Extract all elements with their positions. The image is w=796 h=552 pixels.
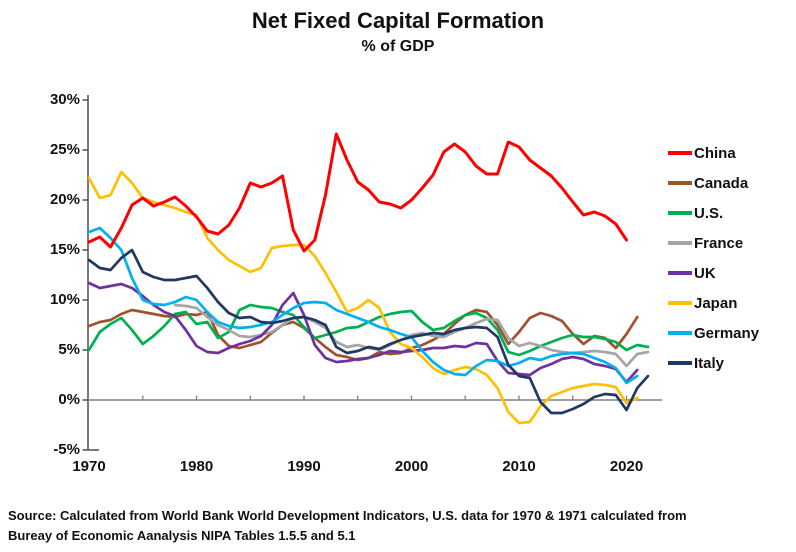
y-tick-label: 30%: [49, 91, 80, 108]
legend-label: China: [694, 144, 736, 162]
legend-swatch: [668, 151, 692, 155]
series-line-china: [87, 132, 628, 253]
legend-label: U.S.: [694, 204, 724, 222]
legend-swatch: [668, 241, 692, 245]
legend-label: Japan: [694, 294, 738, 312]
y-tick-label: 15%: [49, 241, 80, 258]
series-line-germany: [87, 226, 639, 385]
legend-item-italy: Italy: [668, 354, 725, 372]
x-tick-label: 2000: [394, 458, 429, 475]
legend-label: Italy: [694, 354, 725, 372]
legend-item-us: U.S.: [668, 204, 724, 222]
legend-swatch: [668, 361, 692, 365]
x-tick-label: 1970: [72, 458, 106, 475]
y-tick-label: 0%: [58, 391, 80, 408]
x-tick-label: 2020: [609, 458, 644, 475]
source-note-line-1: Source: Calculated from World Bank World…: [8, 508, 687, 523]
x-tick-label: 2010: [502, 458, 536, 475]
legend-item-canada: Canada: [668, 174, 749, 192]
legend-swatch: [668, 211, 692, 215]
legend-item-germany: Germany: [668, 324, 760, 342]
legend-swatch: [668, 271, 692, 275]
legend-swatch: [668, 301, 692, 305]
x-tick-label: 1990: [287, 458, 321, 475]
y-tick-label: 5%: [58, 341, 80, 358]
series-line-uk: [87, 281, 639, 384]
chart-subtitle: % of GDP: [361, 38, 435, 55]
series-line-italy: [87, 248, 650, 415]
series-line-japan: [87, 170, 639, 425]
y-tick-label: 10%: [49, 291, 80, 308]
source-note-line-2: Bureay of Economic Aanalysis NIPA Tables…: [8, 528, 356, 543]
legend-item-france: France: [668, 234, 744, 252]
legend-label: Germany: [694, 324, 760, 342]
legend-item-china: China: [668, 144, 736, 162]
y-tick-label: -5%: [53, 441, 80, 458]
x-tick-label: 1980: [179, 458, 214, 475]
chart-title: Net Fixed Capital Formation: [251, 8, 545, 33]
legend-swatch: [668, 331, 692, 335]
legend-label: Canada: [694, 174, 749, 192]
legend-label: France: [694, 234, 744, 252]
legend-swatch: [668, 181, 692, 185]
legend-item-uk: UK: [668, 264, 716, 282]
y-tick-label: 20%: [49, 191, 80, 208]
y-tick-label: 25%: [49, 141, 80, 158]
legend-item-japan: Japan: [668, 294, 738, 312]
legend-label: UK: [694, 264, 716, 282]
